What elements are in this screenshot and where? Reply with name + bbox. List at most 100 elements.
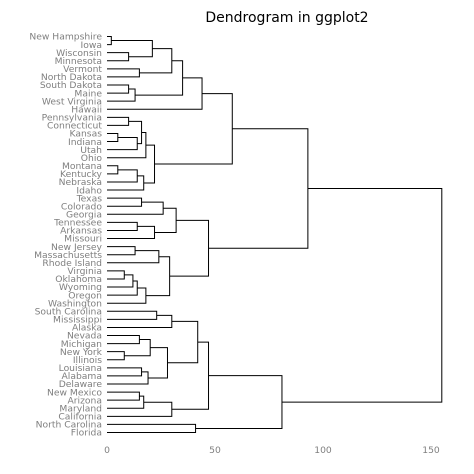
leaf-label: Montana xyxy=(62,161,102,172)
dendrogram-branch xyxy=(107,270,125,280)
x-tick-label: 150 xyxy=(422,445,440,456)
leaf-label: North Carolina xyxy=(36,420,102,431)
dendrogram-branch xyxy=(107,169,138,183)
leaf-label: Nevada xyxy=(67,331,102,342)
dendrogram-branch xyxy=(107,423,197,433)
leaf-label: New Mexico xyxy=(47,387,102,398)
chart-title: Dendrogram in ggplot2 xyxy=(205,10,369,26)
leaf-label: West Virginia xyxy=(42,96,102,107)
dendrogram-branch xyxy=(107,116,130,126)
dendrogram-branch xyxy=(148,347,168,379)
dendrogram-branch xyxy=(135,60,184,96)
leaf-label: Tennessee xyxy=(53,218,102,229)
dendrogram-branch xyxy=(169,219,210,277)
dendrogram-branch xyxy=(107,225,156,240)
leaf-label: Wisconsin xyxy=(56,48,102,59)
dendrogram-branch xyxy=(107,401,173,417)
dendrogram-branch xyxy=(281,188,443,403)
dendrogram-branch xyxy=(154,207,177,233)
leaf-label: Pennsylvania xyxy=(42,113,102,124)
x-tick-label: 100 xyxy=(314,445,332,456)
dendrogram-branch xyxy=(107,246,136,256)
leaf-label: California xyxy=(58,412,102,423)
leaf-label: Idaho xyxy=(76,185,102,196)
leaf-label: Delaware xyxy=(59,379,103,390)
leaf-label: Iowa xyxy=(81,40,102,51)
leaf-label: Ohio xyxy=(81,153,103,164)
x-tick-label: 0 xyxy=(104,445,110,456)
leaf-label: Nebraska xyxy=(59,177,102,188)
leaf-label: Utah xyxy=(80,145,102,156)
leaf-label: Texas xyxy=(76,193,103,204)
dendrogram-branch xyxy=(107,314,173,328)
dendrogram-branch xyxy=(107,335,140,345)
dendrogram-branch xyxy=(154,93,233,165)
leaf-label: Colorado xyxy=(61,201,102,212)
dendrogram-branch xyxy=(111,40,153,58)
dendrogram-branch xyxy=(208,128,309,249)
dendrogram-branch xyxy=(107,351,125,361)
dendrogram-branch xyxy=(107,175,145,191)
dendrogram-branch xyxy=(107,132,119,143)
leaf-label: South Carolina xyxy=(35,306,102,317)
dendrogram-branch xyxy=(107,88,136,102)
leaf-label: Arizona xyxy=(67,395,102,406)
x-tick-label: 50 xyxy=(209,445,221,456)
leaf-label: South Dakota xyxy=(40,80,102,91)
leaf-label: New Hampshire xyxy=(29,32,102,43)
dendrogram-branch xyxy=(107,367,143,377)
dendrogram-branch xyxy=(107,395,145,409)
dendrogram-branch xyxy=(107,197,143,207)
dendrogram-branch xyxy=(107,250,160,264)
leaf-label: Florida xyxy=(71,428,102,439)
leaf-label: Vermont xyxy=(63,64,102,75)
leaf-label: Minnesota xyxy=(55,56,102,67)
dendrogram-branch xyxy=(107,77,203,110)
dendrogram-branch xyxy=(124,339,151,357)
leaf-label: Oregon xyxy=(68,290,102,301)
leaf-label: Oklahoma xyxy=(55,274,102,285)
leaf-label: Alabama xyxy=(61,371,102,382)
leaf-label: Indiana xyxy=(68,137,102,148)
dendrogram-branch xyxy=(128,120,143,145)
dendrogram-branch xyxy=(107,221,138,231)
leaf-label: Mississippi xyxy=(53,315,102,326)
leaf-label: New Jersey xyxy=(51,242,103,253)
dendrogram-branch xyxy=(107,84,130,94)
leaf-label: Arkansas xyxy=(60,226,102,237)
dendrogram-branch xyxy=(107,391,140,401)
leaf-label: Missouri xyxy=(64,234,102,245)
leaf-label: Georgia xyxy=(66,209,102,220)
leaf-label: North Dakota xyxy=(41,72,102,83)
leaf-label: Illinois xyxy=(73,355,102,366)
leaf-label: Massachusetts xyxy=(34,250,102,261)
dendrogram-branch xyxy=(107,287,147,304)
leaf-label: Maryland xyxy=(59,403,102,414)
dendrogram-branch xyxy=(107,137,138,151)
dendrogram-branch xyxy=(107,165,119,175)
leaf-label: Alaska xyxy=(72,323,102,334)
dendrogram-branch xyxy=(107,68,140,78)
dendrogram-branch xyxy=(107,310,158,320)
dendrogram-branch xyxy=(107,131,147,159)
dendrogram-branch xyxy=(107,201,164,215)
leaf-label: New York xyxy=(60,347,103,358)
leaf-label: Rhode Island xyxy=(42,258,102,269)
dendrogram-branch xyxy=(143,144,156,184)
leaf-label: Kentucky xyxy=(60,169,103,180)
leaf-label: Hawaii xyxy=(71,104,102,115)
dendrogram-branch xyxy=(171,341,210,410)
leaf-label: Kansas xyxy=(69,129,102,140)
leaf-label: Maine xyxy=(74,88,102,99)
leaf-label: Louisiana xyxy=(59,363,102,374)
dendrogram-branch xyxy=(107,274,134,288)
leaf-label: Connecticut xyxy=(47,121,102,132)
leaf-label: Wyoming xyxy=(59,282,102,293)
leaf-label: Virginia xyxy=(67,266,102,277)
dendrogram-branch xyxy=(139,48,173,74)
leaf-label: Michigan xyxy=(61,339,102,350)
leaf-label: Washington xyxy=(48,298,102,309)
dendrogram-branch xyxy=(107,36,112,46)
